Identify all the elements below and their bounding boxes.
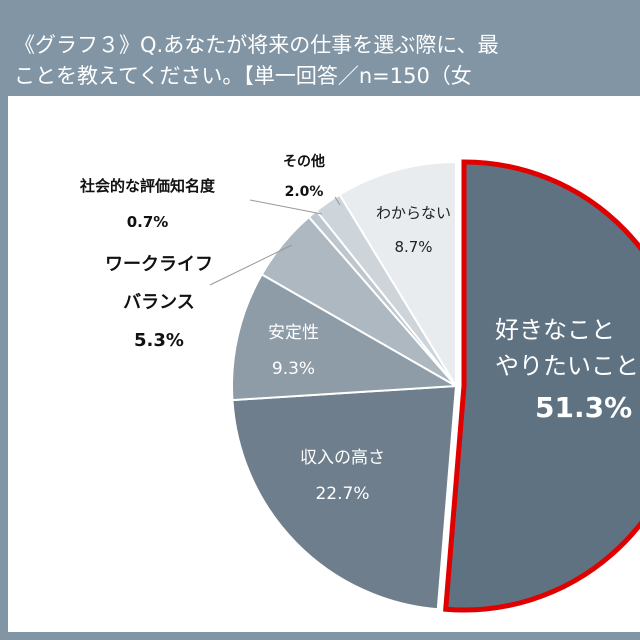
label-wlb-line2: バランス <box>123 292 195 313</box>
value-suki: 51.3% <box>535 391 633 424</box>
label-suki: 好きなこと やりたいこと 51.3% <box>495 312 639 426</box>
label-social-name: 社会的な評価知名度 <box>80 177 216 195</box>
label-unknown-name: わからない <box>376 204 452 222</box>
value-social: 0.7% <box>126 213 169 231</box>
pie-slice-unknown <box>338 160 457 390</box>
pie-slice-income <box>231 384 458 611</box>
leader-line <box>334 196 341 206</box>
label-stability-name: 安定性 <box>268 323 319 343</box>
label-other-name: その他 <box>283 154 325 170</box>
label-wlb: ワークライフ バランス 5.3% <box>105 246 213 360</box>
label-income-name: 収入の高さ <box>300 448 385 468</box>
leader-line <box>249 199 323 215</box>
label-social: 社会的な評価知名度 0.7% <box>80 168 215 240</box>
leader-line <box>209 244 293 286</box>
label-wlb-line1: ワークライフ <box>105 254 213 275</box>
title-line-2: ことを教えてください。【単一回答／n=150（女 <box>14 64 472 88</box>
pie-slice-suki <box>443 159 640 613</box>
label-suki-line2: やりたいこと <box>495 352 639 380</box>
label-suki-line1: 好きなこと <box>495 316 615 344</box>
value-unknown: 8.7% <box>394 238 433 256</box>
value-income: 22.7% <box>315 484 370 504</box>
pie-slice-stability <box>231 273 460 402</box>
label-income: 収入の高さ 22.7% <box>300 440 385 512</box>
value-other: 2.0% <box>284 184 324 200</box>
value-stability: 9.3% <box>271 359 316 379</box>
label-stability: 安定性 9.3% <box>268 315 319 387</box>
label-other: その他 2.0% <box>283 147 325 207</box>
chart-title: 《グラフ３》Q.あなたが将来の仕事を選ぶ際に、最 ことを教えてください。【単一回… <box>14 30 499 92</box>
title-line-1: 《グラフ３》Q.あなたが将来の仕事を選ぶ際に、最 <box>14 33 499 57</box>
label-unknown: わからない 8.7% <box>376 196 451 264</box>
value-wlb: 5.3% <box>134 330 184 351</box>
